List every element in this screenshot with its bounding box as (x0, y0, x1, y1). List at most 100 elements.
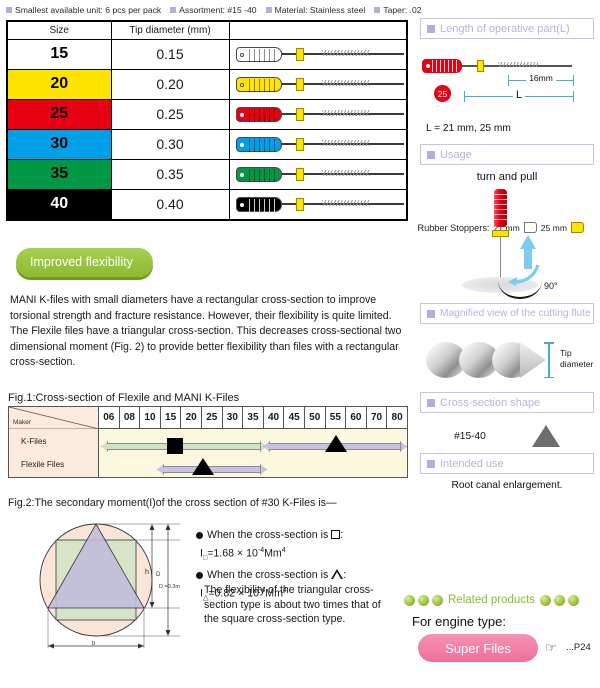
page-reference[interactable]: ...P24 (566, 642, 591, 653)
handle-ridges-icon (248, 108, 279, 122)
cutting-flute-icon (321, 170, 370, 176)
table-row: 25 0.25 (6, 98, 408, 130)
formula-unit-exponent: 4 (282, 586, 287, 594)
fig1-size-cell: 45 (283, 407, 304, 428)
dim-cap-right (573, 91, 574, 102)
cross-section-row: #15-40 (420, 419, 594, 453)
handle-dot-icon (239, 52, 244, 57)
green-ball-icon (418, 594, 429, 606)
formula-subscript: △ (202, 594, 209, 602)
rubber-stopper-icon (295, 197, 304, 211)
tip-label-line2: diameter (560, 359, 594, 369)
stopper-yellow-icon (571, 222, 584, 233)
usage-text: turn and pull (476, 171, 538, 183)
cell-file-illustration (228, 38, 408, 70)
handle-ridges-icon (248, 138, 279, 152)
file-illustration (230, 70, 407, 99)
file-handle (235, 196, 282, 212)
rotation-arc-icon (498, 281, 542, 299)
cutting-flute-icon (498, 62, 538, 67)
panel-title: Magnified view of the cutting flute (440, 308, 591, 319)
cross-section-range: #15-40 (454, 430, 486, 442)
pull-arrow-up-icon (520, 235, 536, 269)
fig1-size-cell: 55 (324, 407, 346, 428)
rubber-stopper-icon (295, 77, 304, 91)
formula-symbol: I (200, 587, 203, 600)
handle-ridges-icon (432, 60, 458, 72)
arrow-bar (107, 443, 261, 450)
fig1-caption: Fig.1:Cross-section of Flexile and MANI … (8, 392, 240, 404)
cell-size: 35 (6, 158, 112, 190)
fig1-size-cell: 35 (242, 407, 263, 428)
svg-text:D =0.3m: D =0.3m (159, 584, 180, 590)
fig2-bullet-triangle: When the cross-section is : (196, 568, 396, 583)
dim-cap-bottom (544, 376, 554, 378)
cell-size: 25 (6, 98, 112, 130)
spec-item: Taper: .02 (374, 5, 422, 15)
formula-unit-exponent: 4 (281, 547, 286, 554)
file-handle (235, 166, 282, 182)
table-row: 20 0.20 (6, 68, 408, 100)
panel-header-intended-use: Intended use (420, 453, 594, 474)
fig1-row-label-flexile-files: Flexile Files (21, 460, 65, 469)
file-illustration (230, 160, 407, 189)
spec-item: Smallest available unit: 6 pcs per pack (6, 5, 161, 15)
handle-dot-icon (239, 202, 244, 207)
green-ball-icon (567, 594, 579, 606)
fig2-caption: Fig.2:The secondary moment(I)of the cros… (8, 497, 337, 509)
length-diagram: 16mm L 25 (420, 45, 594, 119)
fig1-size-cell: 70 (365, 407, 387, 428)
fig1-size-cell: 08 (118, 407, 140, 428)
fig2-note: The flexibility of the triangular cross-… (204, 584, 381, 625)
related-products-bar: Related products (404, 592, 596, 608)
fig2-formula-square: I□=1.68 × 10-4Mm4 (200, 543, 396, 566)
green-ball-icon (432, 594, 443, 606)
bullet-dot-icon (196, 532, 203, 539)
fig1-triangle-marker-icon (192, 458, 214, 475)
fig1-chart: Maker Size K-Files Flexile Files 06 08 1… (8, 406, 408, 478)
fig2-bullet-text-before: When the cross-section is (207, 568, 329, 581)
cell-tip-diameter: 0.20 (110, 68, 230, 100)
fig1-size-cell: 20 (180, 407, 201, 428)
file-handle (235, 76, 282, 92)
fig2-bullet-text-after: : (343, 568, 347, 581)
cell-size: 20 (6, 68, 112, 100)
file-handle-red-vertical (494, 189, 507, 227)
fig2-cross-section-diagram: h D D =0.3m b (39, 523, 180, 649)
super-files-button[interactable]: Super Files (418, 634, 538, 662)
square-bullet-icon (374, 7, 381, 13)
panel-title: Usage (440, 148, 472, 161)
fig1-size-cell: 25 (200, 407, 222, 428)
fig1-corner-diagonal (9, 407, 99, 429)
tip-diameter-label: Tip diameter (560, 348, 593, 370)
cutting-flute-icon (321, 140, 370, 146)
formula-exponent: -4 (257, 547, 265, 554)
fig1-size-cell: 10 (139, 407, 160, 428)
fig1-plot-body (99, 429, 407, 477)
usage-diagram: 90° (420, 183, 594, 303)
rubber-stopper-icon (477, 60, 484, 72)
handle-ridges-icon (248, 198, 279, 212)
cell-size: 40 (6, 188, 112, 220)
right-rail: Length of operative part(L) 16mm L 25 L … (420, 18, 594, 491)
spec-text: Smallest available unit: 6 pcs per pack (15, 5, 162, 15)
cell-tip-diameter: 0.35 (110, 158, 230, 190)
cutting-flute-icon (321, 80, 370, 86)
handle-ridges-icon (248, 168, 279, 182)
svg-text:h: h (145, 569, 149, 576)
rubber-stopper-icon (295, 137, 304, 151)
fig1-maker-label: Maker (13, 419, 32, 426)
cutting-flute-icon (321, 110, 370, 116)
square-bullet-icon (6, 7, 12, 13)
bullet-dot-icon (196, 571, 203, 579)
handle-ridges-icon (494, 194, 507, 224)
cell-size: 30 (6, 128, 112, 160)
table-header-tip-diameter: Tip diameter (mm) (110, 20, 230, 40)
svg-text:D: D (156, 572, 161, 578)
formula-symbol: I (200, 547, 203, 560)
fig1-left-column (9, 407, 99, 477)
panel-header-cross-section: Cross-section shape (420, 392, 594, 413)
fig2-bullet-text-before: When the cross-section is (207, 529, 329, 541)
intended-use-text: Root canal enlargement. (451, 480, 563, 491)
